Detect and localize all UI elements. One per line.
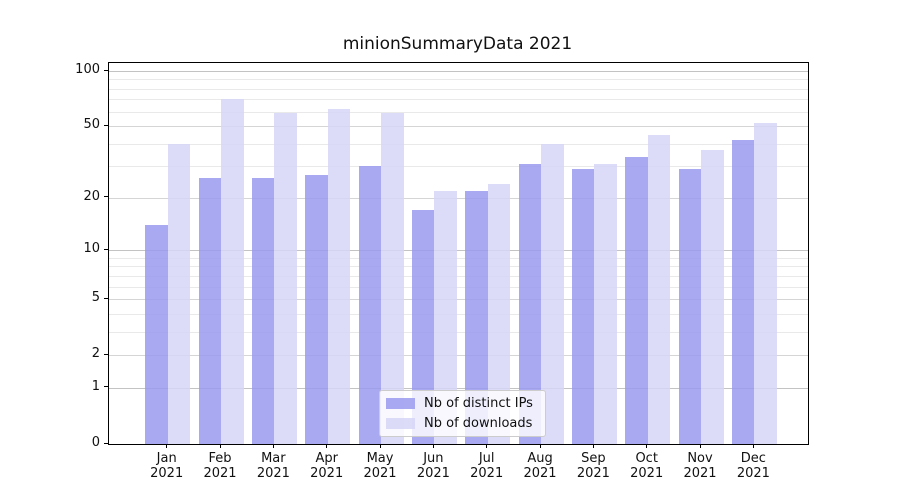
legend-item: Nb of downloads (386, 417, 537, 430)
bar-downloads (647, 134, 671, 444)
gridline (109, 331, 808, 333)
bar-distinct-ips (571, 169, 595, 444)
y-tick-label: 2 (91, 346, 100, 362)
y-tick-label: 100 (75, 62, 100, 77)
gridline (109, 275, 808, 277)
gridline (109, 71, 808, 72)
legend: Nb of distinct IPs Nb of downloads (379, 390, 546, 437)
y-tick (104, 353, 108, 355)
bar-distinct-ips (518, 163, 542, 444)
legend-swatch-downloads (386, 418, 415, 429)
y-tick-label: 5 (91, 290, 100, 306)
gridline (109, 250, 808, 252)
x-tick-label: Dec 2021 (736, 451, 770, 481)
gridline (109, 88, 808, 90)
x-tick (486, 444, 488, 448)
gridline (109, 313, 808, 315)
y-tick (104, 297, 108, 299)
bar-distinct-ips (465, 190, 488, 444)
x-tick (432, 444, 434, 448)
bar-downloads (221, 99, 244, 444)
bar-downloads (327, 109, 351, 444)
bar-downloads (754, 123, 777, 444)
x-tick (539, 444, 541, 448)
bar-distinct-ips (358, 166, 382, 444)
x-tick (272, 444, 274, 448)
y-tick (104, 442, 108, 444)
x-tick-label: Apr 2021 (310, 451, 344, 481)
y-tick (104, 386, 108, 388)
bar-downloads (541, 143, 564, 444)
gridline (109, 387, 808, 389)
chart-title: minionSummaryData 2021 (342, 34, 573, 54)
bar-downloads (381, 113, 404, 444)
x-tick-label: Feb 2021 (203, 451, 237, 481)
x-tick (379, 444, 381, 448)
bar-distinct-ips (411, 210, 435, 444)
bar-downloads (701, 150, 724, 444)
y-tick (104, 248, 108, 250)
bar-distinct-ips (198, 177, 222, 444)
x-tick (752, 444, 754, 448)
gridline (109, 266, 808, 268)
y-tick-label: 10 (83, 241, 100, 257)
bar-distinct-ips (251, 177, 275, 444)
bar-distinct-ips (731, 140, 755, 444)
bar-downloads (487, 183, 511, 444)
x-tick (592, 444, 594, 448)
y-tick (104, 196, 108, 198)
gridline (109, 99, 808, 101)
bar-distinct-ips (305, 174, 328, 444)
bar-distinct-ips (145, 225, 168, 444)
bar-distinct-ips (678, 169, 702, 444)
gridline (109, 166, 808, 168)
y-tick-label: 1 (91, 378, 100, 394)
x-tick (326, 444, 328, 448)
gridline (109, 197, 808, 199)
plot-area: Nb of distinct IPs Nb of downloads (108, 62, 809, 445)
legend-swatch-distinct-ips (386, 398, 415, 409)
bar-downloads (167, 143, 191, 444)
x-tick-label: Oct 2021 (630, 451, 664, 481)
x-tick-label: Jul 2021 (470, 451, 504, 481)
gridline (109, 355, 808, 357)
gridline (109, 126, 808, 128)
gridline (109, 111, 808, 113)
legend-item: Nb of distinct IPs (386, 397, 537, 410)
y-tick (104, 124, 108, 126)
x-tick-label: Aug 2021 (523, 451, 557, 481)
bar-distinct-ips (625, 156, 648, 444)
bar-downloads (594, 163, 617, 444)
gridline (109, 286, 808, 288)
x-tick (699, 444, 701, 448)
x-tick-label: Sep 2021 (576, 451, 610, 481)
x-tick (646, 444, 648, 448)
y-tick-label: 0 (91, 435, 100, 450)
y-tick-label: 50 (83, 117, 100, 133)
y-tick-label: 20 (83, 188, 100, 204)
gridline (109, 299, 808, 301)
gridline (109, 79, 808, 81)
bar-downloads (434, 190, 457, 444)
legend-label: Nb of distinct IPs (424, 396, 533, 411)
x-tick-label: Jun 2021 (416, 451, 450, 481)
x-tick (219, 444, 221, 448)
bar-downloads (274, 113, 297, 444)
legend-label: Nb of downloads (424, 416, 533, 431)
gridline (109, 143, 808, 145)
y-tick (104, 69, 108, 71)
x-tick-label: Jan 2021 (150, 451, 184, 481)
x-tick (166, 444, 168, 448)
x-tick-label: Mar 2021 (256, 451, 290, 481)
gridline (109, 257, 808, 259)
x-tick-label: May 2021 (363, 451, 397, 481)
x-tick-label: Nov 2021 (683, 451, 717, 481)
